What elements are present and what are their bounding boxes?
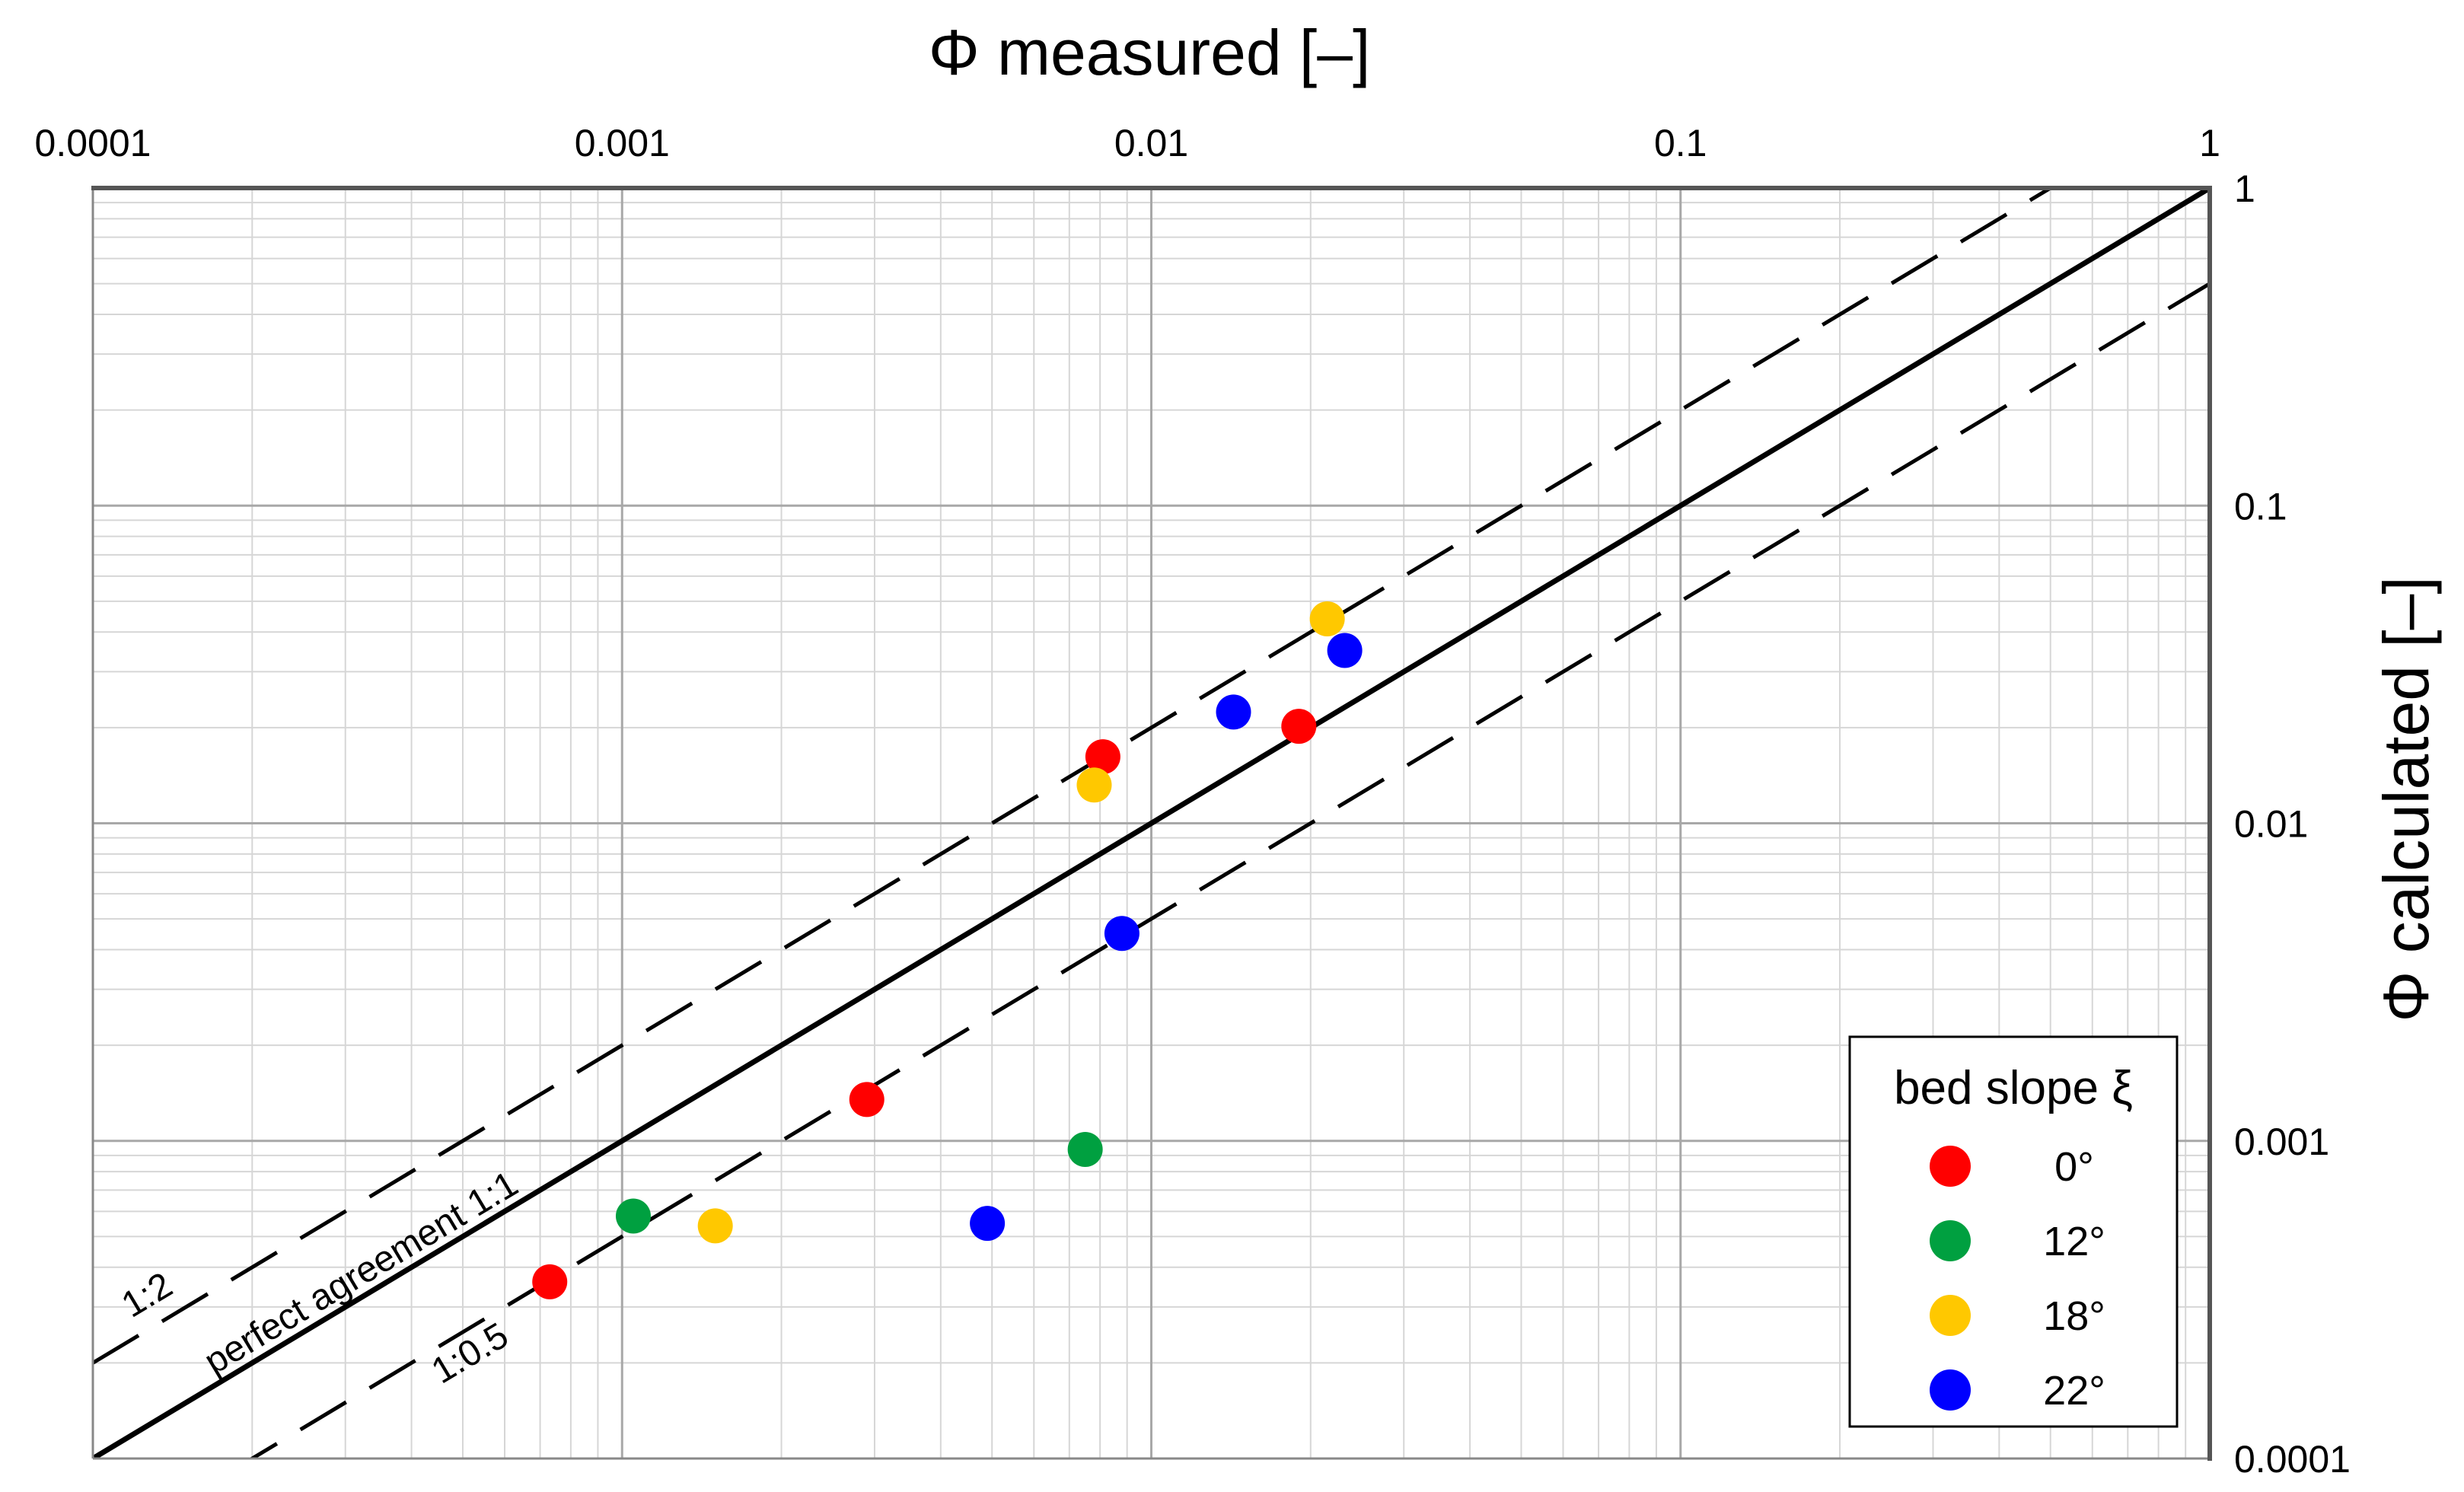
data-points <box>532 601 1363 1299</box>
x-tick-label: 0.0001 <box>35 122 151 164</box>
reference-line <box>93 188 2054 1365</box>
legend-label: 0° <box>2054 1144 2094 1190</box>
x-tick-label: 0.01 <box>1114 122 1188 164</box>
legend-marker <box>1930 1220 1971 1261</box>
y-axis-title: Φ calculated [–] <box>2370 576 2442 1022</box>
legend-marker <box>1930 1369 1971 1411</box>
data-point <box>1076 767 1112 803</box>
legend-label: 12° <box>2043 1219 2105 1264</box>
legend-box <box>1848 1035 2179 1428</box>
legend-marker <box>1930 1295 1971 1336</box>
y-tick-labels: 0.0001 0.001 0.01 0.1 1 <box>2234 167 2351 1481</box>
reference-line <box>248 282 2210 1459</box>
reference-line <box>93 188 2210 1459</box>
legend-label: 22° <box>2043 1368 2105 1414</box>
data-point <box>615 1198 651 1234</box>
data-point <box>697 1208 733 1244</box>
data-point <box>1327 633 1363 668</box>
x-tick-label: 1 <box>2199 122 2220 164</box>
legend-items: 0° 12° 18° 22° <box>1930 1144 2105 1414</box>
y-tick-label: 0.0001 <box>2234 1438 2351 1481</box>
data-point <box>1104 916 1140 952</box>
legend-title: bed slope ξ <box>1894 1062 2133 1114</box>
x-tick-label: 0.1 <box>1654 122 1707 164</box>
x-axis-title: Φ measured [–] <box>929 17 1371 88</box>
data-point <box>1085 739 1120 775</box>
plot-frame <box>91 186 2212 1461</box>
data-point <box>1281 709 1317 744</box>
data-point <box>532 1264 568 1299</box>
legend: bed slope ξ 0° 12° 18° 22° <box>1848 1035 2179 1428</box>
legend-marker <box>1930 1146 1971 1187</box>
y-tick-label: 0.001 <box>2234 1121 2329 1163</box>
y-tick-label: 0.1 <box>2234 485 2287 528</box>
data-point <box>1067 1131 1103 1167</box>
legend-label: 18° <box>2043 1293 2105 1339</box>
data-point <box>970 1206 1006 1242</box>
data-point <box>1216 694 1251 730</box>
data-point <box>849 1082 885 1117</box>
y-tick-label: 0.01 <box>2234 803 2308 846</box>
x-tick-label: 0.001 <box>575 122 670 164</box>
data-point <box>1309 601 1345 637</box>
x-tick-labels: 0.0001 0.001 0.01 0.1 1 <box>35 122 2220 164</box>
reference-lines <box>93 188 2210 1459</box>
y-tick-label: 1 <box>2234 167 2255 210</box>
